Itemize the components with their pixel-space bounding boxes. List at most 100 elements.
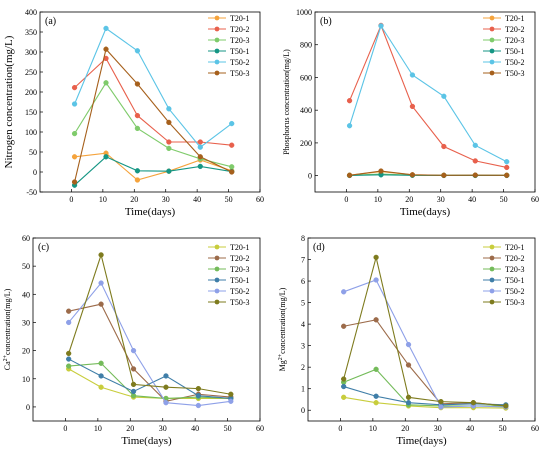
data-point — [409, 172, 416, 178]
data-point — [66, 363, 72, 369]
data-point — [166, 119, 172, 126]
y-tick-label: 40 — [22, 290, 30, 299]
legend-label: T20-2 — [230, 254, 250, 263]
data-point — [98, 384, 104, 390]
data-point — [195, 402, 202, 409]
legend-label: T50-1 — [505, 47, 525, 56]
y-tick-label: 5 — [301, 299, 305, 308]
x-tick-label: 10 — [99, 195, 107, 204]
data-point — [504, 164, 510, 171]
data-point — [373, 393, 379, 399]
series-T50-3 — [341, 254, 509, 409]
legend-label: T50-2 — [230, 58, 250, 67]
chart-b: 0 10 20 30 40 50 6002004006008001000(b)Time(da… — [282, 8, 539, 218]
data-point — [409, 103, 416, 110]
x-tick-label: 50 — [500, 195, 508, 204]
plot-frame — [39, 11, 261, 193]
data-point — [378, 168, 384, 174]
y-tick-label: 7 — [301, 256, 305, 265]
data-point — [197, 144, 203, 150]
data-point — [438, 404, 444, 410]
data-point — [130, 366, 137, 372]
series-line — [343, 386, 506, 406]
x-tick-label: 20 — [405, 195, 413, 204]
data-point — [166, 145, 172, 152]
data-point — [195, 385, 202, 392]
series-line — [343, 319, 506, 407]
chart-c: 0 10 20 30 40 50 60 0 10 20 30 40 50 60 (c) Time(days) C… — [3, 234, 264, 447]
y-tick-label: 0 — [308, 172, 312, 181]
legend-marker — [214, 59, 220, 65]
legend-marker — [489, 266, 495, 272]
y-tick-label: 100 — [25, 128, 37, 137]
series-T50-2 — [71, 25, 235, 150]
data-point — [472, 172, 478, 178]
series-line — [74, 156, 232, 186]
y-tick-label: 2 — [301, 363, 305, 372]
legend-marker — [214, 48, 220, 54]
data-point — [378, 23, 384, 29]
panel-label: (b) — [320, 16, 332, 27]
legend-marker — [489, 255, 495, 261]
y-tick-label: 4 — [301, 320, 305, 329]
data-point — [163, 384, 169, 390]
data-point — [503, 403, 509, 409]
data-point — [71, 179, 78, 185]
data-point — [71, 130, 78, 137]
data-point — [229, 164, 235, 170]
data-point — [166, 168, 172, 174]
y-tick-label: 6 — [301, 277, 305, 286]
y-tick-label: 300 — [25, 48, 37, 57]
data-point — [134, 81, 141, 87]
y-tick-label: 0 — [26, 403, 30, 412]
x-axis-label: Time(days) — [400, 206, 451, 218]
x-tick-label: 40 — [193, 195, 201, 204]
legend-label: T20-1 — [505, 14, 525, 23]
y-tick-label: -50 — [26, 188, 37, 197]
legend-marker — [489, 288, 495, 294]
x-tick-label: 30 — [434, 424, 442, 433]
series-T20-3 — [341, 366, 509, 409]
series-line — [74, 48, 232, 183]
y-axis-label: Mg2+concentration(mg/L) — [278, 287, 287, 371]
x-tick-label: 0 — [63, 424, 67, 433]
data-point — [98, 280, 104, 286]
legend-label: T50-3 — [505, 298, 525, 307]
x-tick-label: 50 — [225, 195, 233, 204]
data-point — [346, 98, 353, 104]
data-point — [163, 400, 169, 406]
data-point — [134, 112, 141, 119]
data-point — [98, 252, 104, 258]
x-tick-label: 0 — [344, 195, 348, 204]
series-line — [343, 279, 506, 408]
data-point — [341, 323, 347, 329]
data-point — [66, 350, 72, 357]
y-tick-label: 10 — [22, 375, 30, 384]
y-tick-label: 200 — [25, 88, 37, 97]
legend-marker — [214, 15, 220, 21]
x-tick-label: 40 — [466, 424, 474, 433]
series-line — [74, 27, 233, 148]
data-point — [197, 154, 203, 160]
legend-marker — [214, 277, 220, 283]
series-T20-1 — [71, 150, 235, 183]
y-axis-label: Phosphorus concentration(mg/L) — [282, 49, 291, 155]
panel-label: (c) — [38, 242, 49, 253]
y-tick-label: 8 — [301, 234, 305, 243]
data-point — [98, 373, 104, 379]
data-point — [373, 254, 379, 261]
x-tick-label: 10 — [94, 424, 102, 433]
y-tick-label: 50 — [22, 262, 30, 271]
y-tick-label: 50 — [29, 148, 37, 157]
x-tick-label: 60 — [256, 195, 264, 204]
data-point — [71, 154, 78, 160]
series-line — [349, 24, 507, 163]
y-tick-label: 0 — [301, 406, 305, 415]
data-point — [66, 308, 72, 314]
y-tick-label: 400 — [300, 106, 312, 115]
x-tick-label: 30 — [162, 195, 170, 204]
data-point — [71, 84, 78, 91]
legend-label: T20-1 — [230, 243, 250, 252]
legend-marker — [489, 26, 495, 32]
x-tick-label: 20 — [401, 424, 409, 433]
